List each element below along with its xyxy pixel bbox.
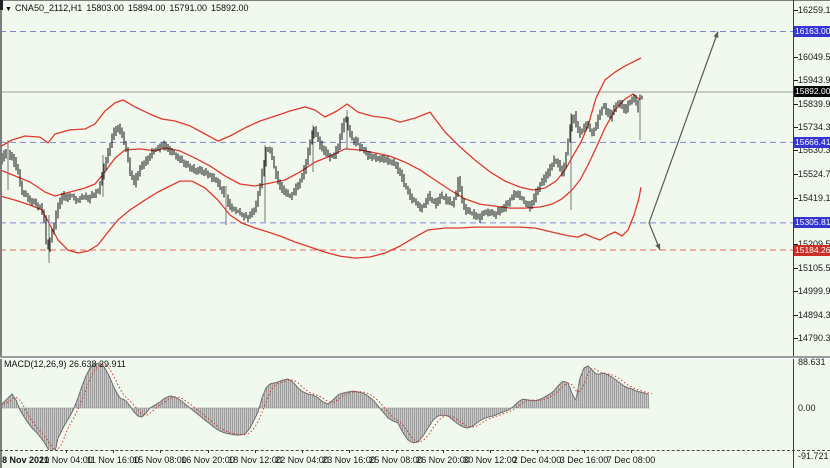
- price-tick-label: 15105.50: [798, 262, 830, 273]
- price-tick-label: 15839.90: [798, 98, 830, 109]
- time-tick-label: 25 Nov 08:00: [369, 455, 423, 465]
- time-tick-label: 15 Nov 08:00: [133, 455, 187, 465]
- ohlc-high: 15894.00: [127, 3, 166, 13]
- price-bars: [1, 94, 643, 253]
- ohlc-open: 15803.00: [86, 3, 124, 13]
- time-tick-label: 23 Nov 16:00: [322, 455, 376, 465]
- time-axis-border: [0, 450, 830, 451]
- price-tick-mark: [794, 80, 798, 81]
- trend-arrowhead: [655, 243, 661, 250]
- macd-histogram: [0, 363, 649, 450]
- time-tick-mark: [113, 450, 114, 453]
- price-tick-label: 15943.90: [798, 75, 830, 86]
- macd-pane: [0, 362, 653, 450]
- price-axis-border: [793, 0, 794, 468]
- time-tick-mark: [490, 450, 491, 453]
- time-tick-label: 16 Nov 20:00: [181, 455, 235, 465]
- time-tick-label: 11 Nov 16:00: [86, 455, 140, 465]
- price-tick-mark: [794, 150, 798, 151]
- level-price-badge: 15184.26: [794, 245, 830, 256]
- macd-axis-label: 0.00: [798, 403, 816, 413]
- price-tick-label: 16049.50: [798, 51, 830, 62]
- time-tick-label: 7 Dec 08:00: [606, 455, 656, 465]
- chart-menu-icon[interactable]: ▼: [5, 6, 12, 13]
- trend-arrow-up[interactable]: [648, 31, 719, 224]
- time-tick-mark: [537, 450, 538, 453]
- time-tick-label: 8 Nov 2021: [2, 455, 50, 465]
- price-tick-label: 15419.10: [798, 192, 830, 203]
- ohlc-close: 15892.00: [210, 3, 249, 13]
- time-tick-label: 22 Nov 04:00: [275, 455, 329, 465]
- time-tick-label: 3 Dec 16:00: [559, 455, 609, 465]
- ohlc-low: 15791.00: [169, 3, 207, 13]
- macd-axis-label: 88.631: [798, 357, 826, 367]
- macd-signal-line: [0, 363, 653, 450]
- bollinger-lower-band: [0, 180, 642, 259]
- bid-price-badge: 15892.00: [794, 86, 830, 97]
- price-tick-label: 14790.30: [798, 333, 830, 343]
- time-tick-mark: [302, 450, 303, 453]
- time-tick-mark: [349, 450, 350, 453]
- time-tick-label: 18 Nov 12:00: [228, 455, 282, 465]
- price-tick-mark: [794, 174, 798, 175]
- price-tick-mark: [794, 315, 798, 316]
- price-wicks: [7, 100, 641, 263]
- symbol-period: CNA50_2112,H1: [14, 3, 83, 13]
- macd-histogram-edge: [0, 362, 649, 450]
- window-left-edge: [0, 0, 2, 468]
- price-tick-label: 15524.70: [798, 169, 830, 179]
- main-price-pane: [0, 31, 793, 263]
- level-price-badge: 16163.00: [794, 26, 830, 37]
- price-tick-mark: [794, 198, 798, 199]
- window-corner: [0, 0, 3, 10]
- price-tick-mark: [794, 57, 798, 58]
- price-tick-mark: [794, 268, 798, 269]
- price-tick-mark: [794, 338, 798, 339]
- price-tick-label: 15209.50: [798, 239, 830, 249]
- window-top-edge: [0, 0, 830, 1]
- time-tick-mark: [396, 450, 397, 453]
- time-tick-label: 10 Nov 04:00: [39, 455, 93, 465]
- time-tick-mark: [66, 450, 67, 453]
- macd-indicator-label: MACD(12,26,9) 26.638 29.911: [4, 359, 126, 369]
- time-tick-label: 2 Dec 04:00: [512, 455, 562, 465]
- time-tick-label: 30 Nov 12:00: [463, 455, 517, 465]
- time-tick-mark: [208, 450, 209, 453]
- time-tick-mark: [584, 450, 585, 453]
- time-tick-mark: [160, 450, 161, 453]
- pane-resize-handle[interactable]: [0, 356, 830, 359]
- price-tick-mark: [794, 127, 798, 128]
- trend-arrowhead: [713, 31, 719, 38]
- chart-title: ▼ CNA50_2112,H1 15803.00 15894.00 15791.00 15…: [5, 3, 253, 13]
- price-tick-label: 14894.30: [798, 309, 830, 320]
- price-tick-mark: [794, 291, 798, 292]
- price-tick-label: 16259.10: [798, 5, 830, 15]
- time-tick-mark: [443, 450, 444, 453]
- level-price-badge: 15666.41: [794, 137, 830, 148]
- price-tick-mark: [794, 244, 798, 245]
- price-tick-mark: [794, 10, 798, 11]
- bollinger-upper-band: [0, 57, 642, 191]
- time-tick-mark: [631, 450, 632, 453]
- level-price-badge: 15305.81: [794, 217, 830, 228]
- time-tick-mark: [255, 450, 256, 453]
- price-tick-label: 15734.30: [798, 122, 830, 133]
- macd-axis-label: -91.721: [798, 451, 829, 461]
- price-tick-label: 14999.90: [798, 286, 830, 297]
- time-tick-label: 26 Nov 20:00: [416, 455, 470, 465]
- price-tick-label: 15630.30: [798, 145, 830, 156]
- price-tick-mark: [794, 104, 798, 105]
